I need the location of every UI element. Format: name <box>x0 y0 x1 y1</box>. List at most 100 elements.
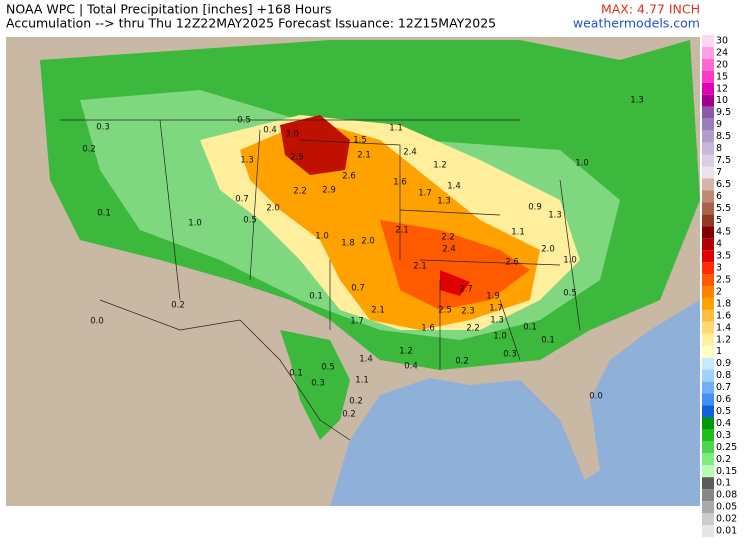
colorbar-label: 5 <box>716 215 722 226</box>
colorbar-swatch <box>702 118 714 131</box>
colorbar-swatch <box>702 214 714 227</box>
map-value-label: 1.6 <box>421 324 435 334</box>
colorbar-label: 0.5 <box>716 406 731 417</box>
colorbar-swatch <box>702 70 714 83</box>
map-value-label: 0.9 <box>528 203 542 213</box>
map-value-label: 0.5 <box>321 363 335 373</box>
map-value-label: 0.5 <box>237 116 251 126</box>
map-value-label: 1.7 <box>418 189 432 199</box>
map-value-label: 0.3 <box>96 123 110 133</box>
colorbar-label: 0.05 <box>716 502 737 513</box>
map-value-label: 1.6 <box>393 178 407 188</box>
map-value-label: 2.2 <box>466 324 480 334</box>
map-value-label: 2.0 <box>266 204 280 214</box>
colorbar-swatch <box>702 130 714 143</box>
map-value-label: 2.3 <box>461 307 475 317</box>
colorbar-swatch <box>702 321 714 334</box>
colorbar-swatch <box>702 106 714 119</box>
precip-texas-green <box>280 330 350 440</box>
colorbar-swatch <box>702 202 714 215</box>
colorbar-swatch <box>702 82 714 95</box>
colorbar-swatch <box>702 250 714 263</box>
map-value-label: 0.3 <box>503 350 517 360</box>
colorbar-swatch <box>702 393 714 406</box>
map-value-label: 2.9 <box>290 153 304 163</box>
colorbar-label: 20 <box>716 59 728 70</box>
colorbar-label: 0.08 <box>716 490 737 501</box>
colorbar-swatch <box>702 154 714 167</box>
map-value-label: 2.5 <box>438 306 452 316</box>
map-value-label: 1.0 <box>188 219 202 229</box>
colorbar-swatch <box>702 357 714 370</box>
map-value-label: 3.0 <box>285 130 299 140</box>
map-value-label: 1.0 <box>563 256 577 266</box>
colorbar-label: 4 <box>716 239 722 250</box>
colorbar-label: 0.3 <box>716 430 731 441</box>
colorbar-label: 0.7 <box>716 382 731 393</box>
colorbar-label: 2 <box>716 286 722 297</box>
max-label: MAX: 4.77 INCH <box>601 2 700 17</box>
colorbar-swatch <box>702 274 714 286</box>
colorbar-label: 0.01 <box>716 526 737 537</box>
colorbar-swatch <box>702 297 714 310</box>
colorbar-label: 1.2 <box>716 334 731 345</box>
map-value-label: 1.1 <box>389 124 403 134</box>
colorbar-label: 0.15 <box>716 466 737 477</box>
map-value-label: 1.3 <box>630 96 644 106</box>
map: 3.0 2.9 2.9 2.6 2.2 1.3 1.5 2.1 2.0 1.0 1.8 2.0 2.1 2… <box>6 37 700 506</box>
map-value-label: 2.1 <box>371 306 385 316</box>
colorbar-swatch <box>702 501 714 514</box>
colorbar: 3024201512109.598.587.576.565.554.543.53… <box>702 35 737 537</box>
map-value-label: 0.1 <box>541 336 555 346</box>
map-value-label: 0.5 <box>243 216 257 226</box>
colorbar-swatch <box>702 333 714 346</box>
colorbar-swatch <box>702 477 714 490</box>
map-value-label: 0.5 <box>563 289 577 299</box>
colorbar-swatch <box>702 465 714 478</box>
colorbar-swatch <box>702 381 714 394</box>
colorbar-label: 10 <box>716 95 728 106</box>
map-value-label: 1.4 <box>359 355 373 365</box>
precip-red-2 <box>440 270 470 296</box>
map-value-label: 1.3 <box>548 211 562 221</box>
map-value-label: 2.2 <box>441 233 455 243</box>
map-value-label: 2.1 <box>413 262 427 272</box>
colorbar-label: 9.5 <box>716 107 731 118</box>
colorbar-swatch <box>702 262 714 275</box>
colorbar-swatch <box>702 178 714 191</box>
colorbar-swatch <box>702 489 714 502</box>
map-value-label: 0.7 <box>235 195 249 205</box>
mexico-border <box>99 299 351 441</box>
colorbar-label: 8 <box>716 143 722 154</box>
map-value-label: 1.7 <box>489 304 503 314</box>
map-value-label: 1.1 <box>511 228 525 238</box>
map-value-label: 2.0 <box>361 237 375 247</box>
colorbar-label: 1.6 <box>716 310 731 321</box>
colorbar-swatch <box>702 513 714 526</box>
map-value-label: 0.1 <box>309 292 323 302</box>
map-value-label: 2.6 <box>342 172 356 182</box>
colorbar-label: 12 <box>716 83 728 94</box>
colorbar-swatch <box>702 35 714 47</box>
map-value-label: 2.0 <box>541 245 555 255</box>
colorbar-label: 0.25 <box>716 442 737 453</box>
map-value-label: 2.4 <box>403 148 417 158</box>
colorbar-swatch <box>702 286 714 298</box>
colorbar-label: 15 <box>716 71 728 82</box>
site-label: weathermodels.com <box>573 16 700 31</box>
colorbar-label: 3.5 <box>716 251 731 262</box>
colorbar-swatch <box>702 190 714 203</box>
map-value-label: 2.1 <box>357 151 371 161</box>
map-value-label: 0.7 <box>351 284 365 294</box>
colorbar-swatch <box>702 441 714 454</box>
colorbar-swatch <box>702 453 714 466</box>
colorbar-swatch <box>702 405 714 418</box>
map-value-label: 0.0 <box>90 317 104 327</box>
colorbar-label: 1 <box>716 346 722 357</box>
colorbar-swatch <box>702 46 714 59</box>
map-value-label: 2.7 <box>459 285 473 295</box>
map-value-label: 1.0 <box>575 159 589 169</box>
subtitle: Accumulation --> thru Thu 12Z22MAY2025 F… <box>6 16 496 31</box>
map-value-label: 1.2 <box>433 161 447 171</box>
map-value-label: 1.8 <box>341 239 355 249</box>
